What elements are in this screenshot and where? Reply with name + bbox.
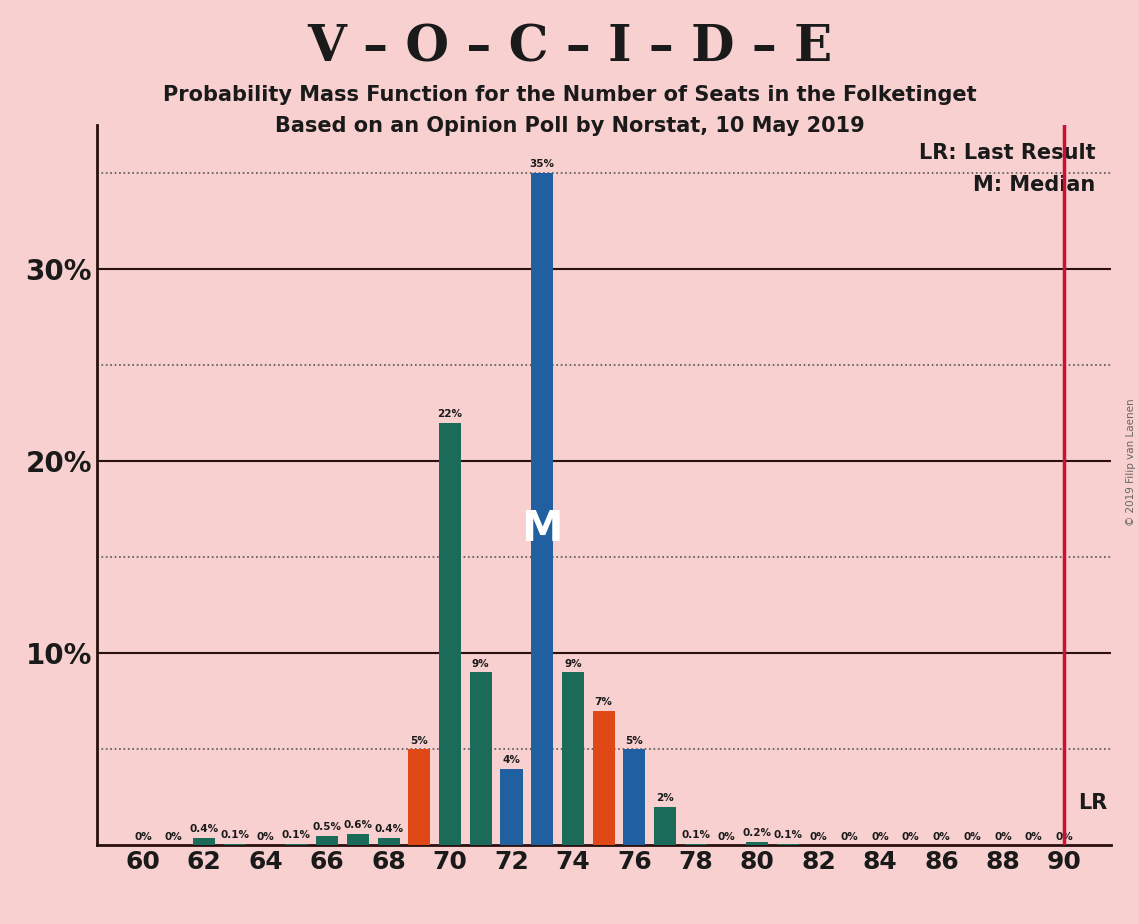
Bar (194, 838, 215, 845)
Text: Based on an Opinion Poll by Norstat, 10 May 2019: Based on an Opinion Poll by Norstat, 10 … (274, 116, 865, 137)
Text: 0%: 0% (718, 832, 736, 842)
Text: 0%: 0% (1056, 832, 1073, 842)
Bar (654, 807, 677, 845)
Bar (317, 836, 338, 845)
Text: 0.1%: 0.1% (221, 830, 249, 840)
Bar (439, 422, 461, 845)
Text: 0%: 0% (994, 832, 1011, 842)
Bar (347, 834, 369, 845)
Text: 0.1%: 0.1% (681, 830, 711, 840)
Text: 5%: 5% (625, 736, 644, 746)
Text: 0%: 0% (1025, 832, 1042, 842)
Text: 0.6%: 0.6% (344, 821, 372, 830)
Text: 0.4%: 0.4% (374, 824, 403, 834)
Bar (746, 842, 769, 845)
Bar (378, 838, 400, 845)
Text: 0%: 0% (841, 832, 859, 842)
Text: 0.4%: 0.4% (190, 824, 219, 834)
Bar (500, 769, 523, 845)
Bar (286, 844, 308, 845)
Text: 9%: 9% (472, 659, 490, 669)
Text: M: Median: M: Median (973, 176, 1096, 195)
Bar (469, 673, 492, 845)
Text: 0.1%: 0.1% (282, 830, 311, 840)
Text: 2%: 2% (656, 793, 674, 803)
Bar (777, 844, 800, 845)
Bar (531, 173, 554, 845)
Text: 0%: 0% (871, 832, 890, 842)
Text: 5%: 5% (410, 736, 428, 746)
Text: 0%: 0% (964, 832, 981, 842)
Bar (562, 673, 584, 845)
Text: 0%: 0% (257, 832, 274, 842)
Text: 9%: 9% (564, 659, 582, 669)
Text: Probability Mass Function for the Number of Seats in the Folketinget: Probability Mass Function for the Number… (163, 85, 976, 105)
Text: 0.2%: 0.2% (743, 828, 772, 838)
Text: 35%: 35% (530, 159, 555, 169)
Text: 0.5%: 0.5% (313, 822, 342, 832)
Text: M: M (522, 508, 563, 551)
Text: 7%: 7% (595, 697, 613, 707)
Text: 0%: 0% (933, 832, 950, 842)
Text: 4%: 4% (502, 755, 521, 765)
Bar (592, 711, 615, 845)
Bar (623, 749, 646, 845)
Text: © 2019 Filip van Laenen: © 2019 Filip van Laenen (1125, 398, 1136, 526)
Text: V – O – C – I – D – E: V – O – C – I – D – E (306, 23, 833, 72)
Text: LR: LR (1079, 793, 1107, 812)
Bar (685, 844, 707, 845)
Text: 0%: 0% (902, 832, 919, 842)
Text: LR: Last Result: LR: Last Result (919, 143, 1096, 163)
Text: 22%: 22% (437, 408, 462, 419)
Text: 0.1%: 0.1% (773, 830, 803, 840)
Bar (408, 749, 431, 845)
Text: 0%: 0% (134, 832, 151, 842)
Text: 0%: 0% (810, 832, 828, 842)
Text: 0%: 0% (165, 832, 182, 842)
Bar (224, 844, 246, 845)
